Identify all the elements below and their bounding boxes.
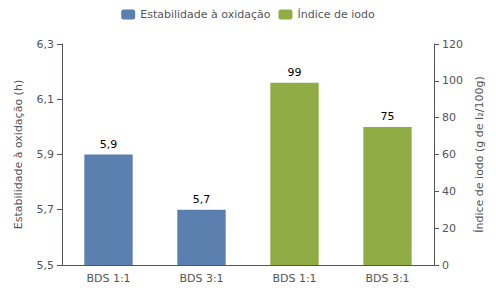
svg-text:BDS 1:1: BDS 1:1 <box>86 272 130 285</box>
svg-text:75: 75 <box>381 110 395 123</box>
svg-text:99: 99 <box>288 66 302 79</box>
svg-text:120: 120 <box>442 38 463 51</box>
svg-text:BDS 3:1: BDS 3:1 <box>365 272 409 285</box>
svg-text:BDS 3:1: BDS 3:1 <box>179 272 223 285</box>
svg-text:6,3: 6,3 <box>37 38 55 51</box>
svg-text:Estabilidade à oxidação (h): Estabilidade à oxidação (h) <box>12 80 25 229</box>
svg-text:Índice de iodo: Índice de iodo <box>297 8 375 21</box>
svg-text:40: 40 <box>442 185 456 198</box>
svg-text:5,5: 5,5 <box>37 259 55 272</box>
svg-text:5,7: 5,7 <box>193 193 211 206</box>
svg-text:5,9: 5,9 <box>100 138 118 151</box>
svg-text:20: 20 <box>442 222 456 235</box>
svg-text:60: 60 <box>442 148 456 161</box>
svg-text:100: 100 <box>442 74 463 87</box>
svg-text:5,7: 5,7 <box>37 203 55 216</box>
svg-text:BDS 1:1: BDS 1:1 <box>272 272 316 285</box>
svg-text:5,9: 5,9 <box>37 148 55 161</box>
svg-text:0: 0 <box>442 259 449 272</box>
svg-text:Índice de iodo (g de I₂/100g): Índice de iodo (g de I₂/100g) <box>473 76 486 232</box>
svg-text:6,1: 6,1 <box>37 93 55 106</box>
svg-text:Estabilidade à oxidação: Estabilidade à oxidação <box>140 8 271 21</box>
svg-text:80: 80 <box>442 111 456 124</box>
